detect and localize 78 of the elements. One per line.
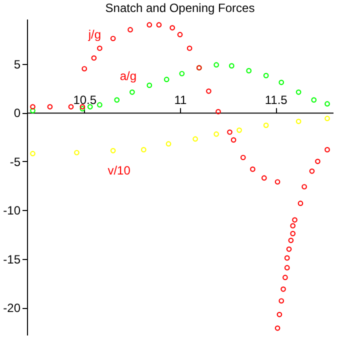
point <box>30 108 36 114</box>
point <box>216 108 221 114</box>
series-label: j/g <box>87 28 102 42</box>
point <box>186 46 192 51</box>
point <box>110 148 116 154</box>
point <box>74 150 80 156</box>
point <box>177 32 183 38</box>
x-tick-label: 11 <box>174 93 188 108</box>
point <box>82 66 88 72</box>
point <box>246 68 252 74</box>
y-tick-label: -5 <box>10 154 21 169</box>
point <box>302 184 307 190</box>
point <box>146 22 152 28</box>
point <box>311 97 317 103</box>
point <box>292 217 298 223</box>
point <box>47 104 53 110</box>
point <box>286 246 292 252</box>
point <box>290 223 296 228</box>
point <box>250 166 256 172</box>
point <box>278 80 284 86</box>
point <box>315 158 320 164</box>
point <box>309 168 315 174</box>
point <box>263 72 269 78</box>
point <box>192 136 198 142</box>
point <box>263 122 269 128</box>
point <box>284 255 290 261</box>
y-tick-label: 0 <box>14 106 21 120</box>
point <box>214 131 220 137</box>
y-tick-label: -10 <box>3 204 21 218</box>
point <box>68 104 74 110</box>
point <box>324 101 330 107</box>
point <box>164 76 170 82</box>
point <box>227 129 232 135</box>
point <box>296 118 302 124</box>
point <box>156 22 162 28</box>
point <box>230 137 236 143</box>
point <box>30 150 36 156</box>
point <box>296 89 302 95</box>
point <box>276 312 282 318</box>
y-tick-label: -15 <box>3 252 21 266</box>
point <box>280 286 286 292</box>
point <box>274 326 280 331</box>
point <box>288 238 294 244</box>
point <box>240 154 246 160</box>
point <box>298 200 304 206</box>
point <box>284 265 290 270</box>
point <box>274 179 280 185</box>
point <box>87 104 93 110</box>
point <box>170 25 176 30</box>
point <box>91 55 97 61</box>
x-tick-label: 10.5 <box>73 93 97 108</box>
point <box>146 82 152 88</box>
point <box>130 89 135 95</box>
point <box>228 63 234 68</box>
x-tick-label: 11.5 <box>264 93 288 108</box>
point <box>110 36 116 42</box>
point <box>30 104 36 110</box>
point <box>179 70 185 76</box>
y-tick-label: 5 <box>14 57 21 72</box>
point <box>261 175 267 181</box>
point <box>97 46 102 51</box>
point <box>206 88 212 94</box>
point <box>278 298 284 304</box>
point <box>128 27 133 32</box>
y-tick-label: -20 <box>3 301 21 316</box>
point <box>290 230 296 236</box>
chart-title: Snatch and Opening Forces <box>105 1 255 15</box>
point <box>236 128 242 133</box>
point <box>166 141 172 147</box>
point <box>140 147 146 152</box>
series-label: a/g <box>120 69 137 84</box>
point <box>97 102 102 108</box>
point <box>214 62 220 68</box>
series-label: v/10 <box>108 164 131 178</box>
point <box>114 97 120 103</box>
point <box>324 116 330 122</box>
point <box>324 147 330 152</box>
point <box>282 274 288 280</box>
